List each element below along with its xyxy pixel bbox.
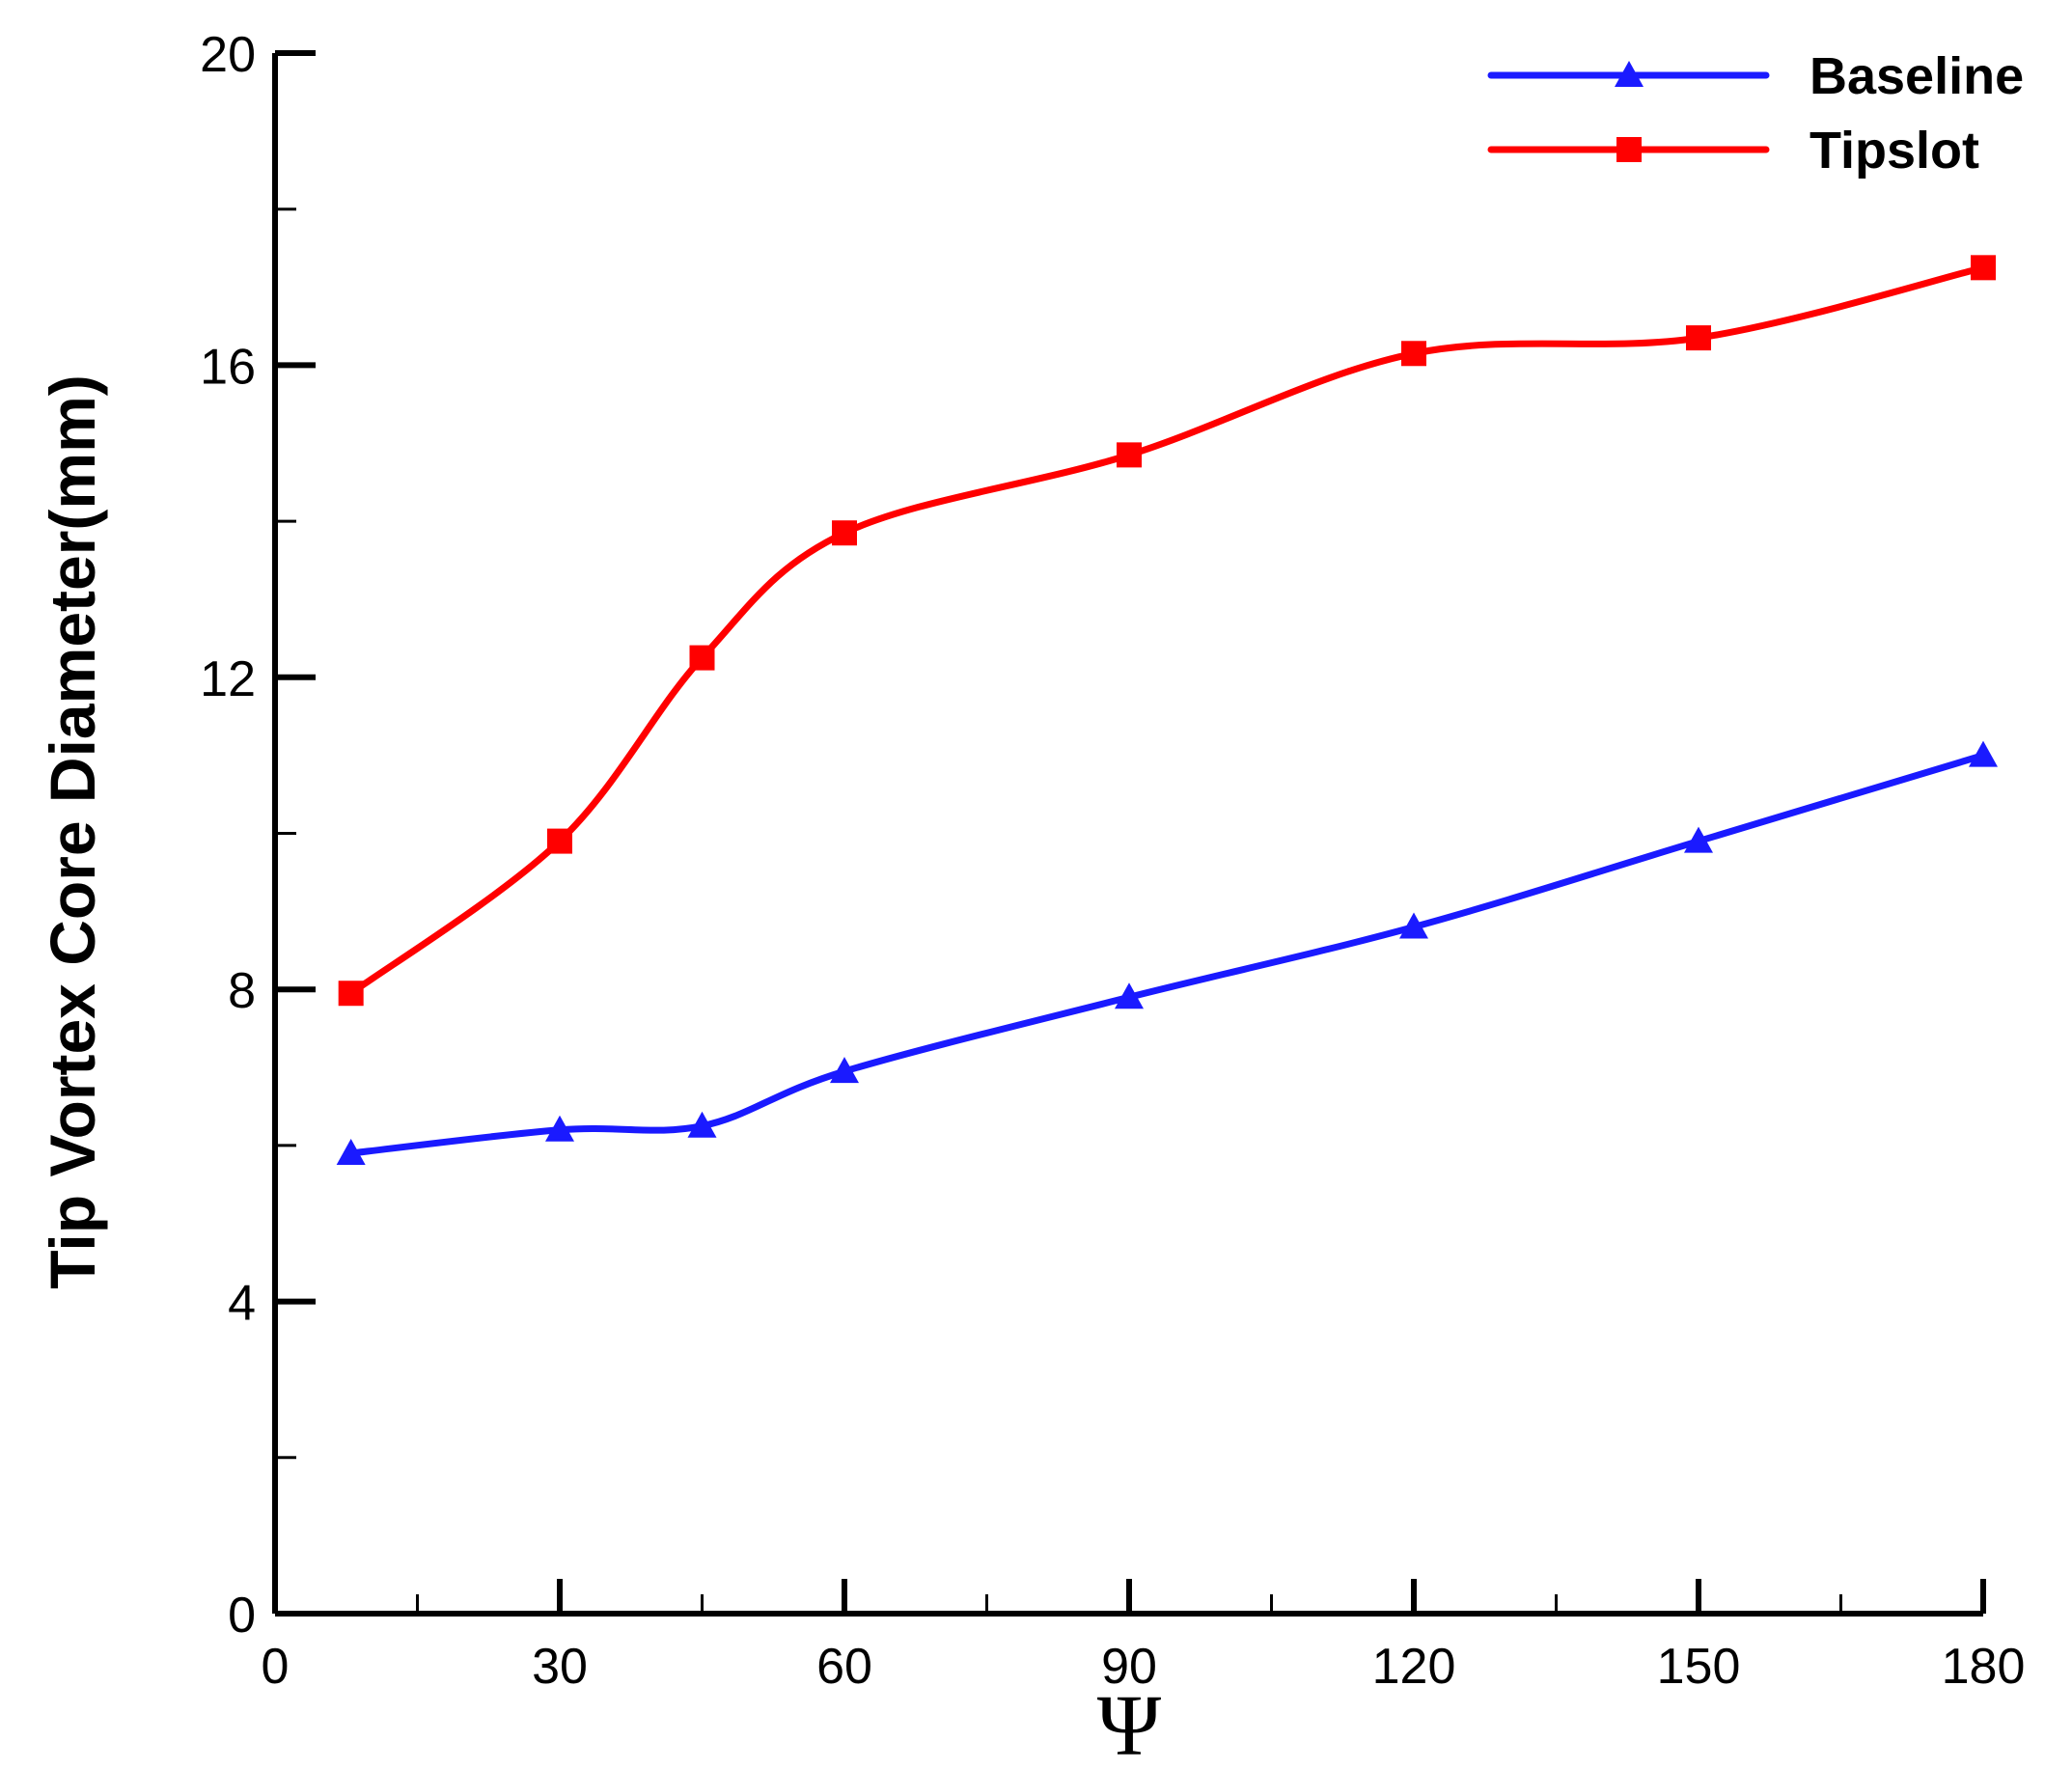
series-tipslot-point <box>689 645 715 671</box>
x-tick-label: 90 <box>1101 1639 1157 1695</box>
legend-baseline-marker <box>1615 61 1644 87</box>
series-tipslot-point <box>1117 442 1142 468</box>
x-tick-label: 180 <box>1942 1639 2026 1695</box>
x-tick-label: 150 <box>1657 1639 1741 1695</box>
legend-item-tipslot: Tipslot <box>1487 122 1979 180</box>
y-tick-label: 16 <box>200 339 256 395</box>
series-tipslot-point <box>832 520 857 546</box>
series-tipslot-point <box>1971 255 1996 281</box>
legend: Baseline Tipslot <box>1487 47 2024 180</box>
legend-baseline-label: Baseline <box>1810 47 2024 105</box>
legend-tipslot-label: Tipslot <box>1810 122 1979 180</box>
x-tick-label: 0 <box>262 1639 290 1695</box>
y-axis-title: Tip Vortex Core Diameter(mm) <box>37 374 108 1288</box>
x-axis-title: Ψ <box>1097 1678 1162 1769</box>
series-baseline-point <box>1969 740 1998 767</box>
series-tipslot <box>338 255 1996 1007</box>
series-tipslot-line <box>347 263 1987 997</box>
y-axis-ticks: 0 4 8 12 16 20 <box>200 27 316 1644</box>
y-tick-label: 4 <box>228 1276 256 1332</box>
series-baseline-point <box>687 1111 717 1138</box>
series-tipslot-point <box>1401 341 1426 367</box>
legend-tipslot-marker <box>1616 137 1642 162</box>
series-layer <box>336 255 1998 1165</box>
series-tipslot-point <box>1686 325 1711 351</box>
series-baseline-point <box>545 1115 574 1142</box>
legend-item-baseline: Baseline <box>1487 47 2024 105</box>
series-tipslot-point <box>547 828 572 854</box>
series-baseline-point <box>1684 826 1713 853</box>
series-baseline-point <box>336 1138 366 1165</box>
x-tick-label: 120 <box>1372 1639 1456 1695</box>
series-baseline-point <box>830 1057 859 1084</box>
y-tick-label: 0 <box>228 1588 256 1644</box>
x-tick-label: 30 <box>532 1639 588 1695</box>
series-tipslot-point <box>338 981 364 1007</box>
series-baseline-point <box>1115 982 1144 1009</box>
series-baseline-point <box>1399 912 1428 939</box>
y-tick-label: 20 <box>200 27 256 83</box>
x-axis-ticks: 0 30 60 90 120 150 180 <box>262 1579 2026 1695</box>
y-tick-label: 12 <box>200 651 256 707</box>
series-baseline-line <box>347 752 1987 1157</box>
x-tick-label: 60 <box>816 1639 872 1695</box>
y-tick-label: 8 <box>228 963 256 1019</box>
series-baseline <box>336 740 1998 1165</box>
